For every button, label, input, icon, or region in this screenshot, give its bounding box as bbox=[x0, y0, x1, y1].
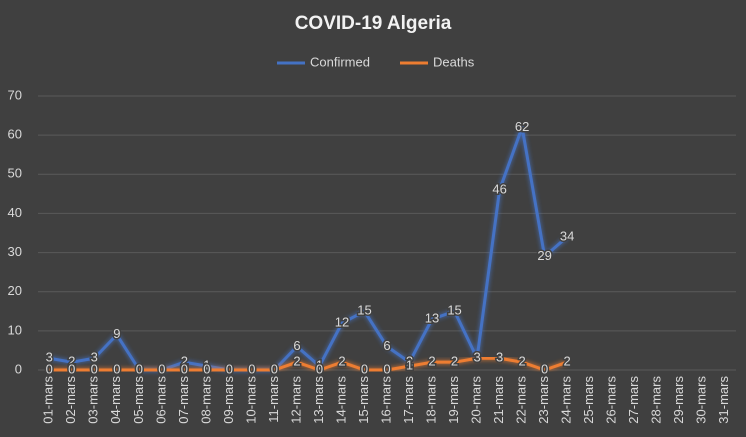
x-tick-label: 06-mars bbox=[153, 376, 168, 424]
data-label: 2 bbox=[518, 354, 525, 369]
x-tick-label: 23-mars bbox=[536, 376, 551, 424]
data-label: 0 bbox=[248, 361, 255, 376]
x-tick-label: 09-mars bbox=[221, 376, 236, 424]
data-label: 46 bbox=[492, 181, 506, 196]
series-line bbox=[49, 356, 568, 372]
y-tick-label: 70 bbox=[8, 87, 22, 102]
data-label: 2 bbox=[564, 354, 571, 369]
data-label: 1 bbox=[316, 358, 323, 373]
data-label: 2 bbox=[68, 354, 75, 369]
data-label: 0 bbox=[226, 361, 233, 376]
y-tick-label: 50 bbox=[8, 166, 22, 181]
y-tick-label: 60 bbox=[8, 127, 22, 142]
x-tick-label: 05-mars bbox=[131, 376, 146, 424]
data-label: 1 bbox=[406, 358, 413, 373]
y-tick-label: 0 bbox=[15, 361, 22, 376]
x-tick-label: 04-mars bbox=[108, 376, 123, 424]
x-tick-label: 13-mars bbox=[311, 376, 326, 424]
data-label: 15 bbox=[447, 303, 461, 318]
data-label: 0 bbox=[91, 361, 98, 376]
x-tick-label: 24-mars bbox=[559, 376, 574, 424]
data-label: 0 bbox=[158, 361, 165, 376]
data-label: 3 bbox=[46, 350, 53, 365]
data-label: 0 bbox=[383, 361, 390, 376]
y-tick-label: 10 bbox=[8, 322, 22, 337]
x-tick-label: 03-mars bbox=[86, 376, 101, 424]
data-label: 3 bbox=[473, 350, 480, 365]
x-tick-label: 02-mars bbox=[63, 376, 78, 424]
data-label: 0 bbox=[316, 361, 323, 376]
y-tick-label: 20 bbox=[8, 283, 22, 298]
y-tick-label: 40 bbox=[8, 205, 22, 220]
x-tick-label: 14-mars bbox=[333, 376, 348, 424]
data-label: 0 bbox=[181, 361, 188, 376]
data-label: 29 bbox=[537, 248, 551, 263]
x-tick-label: 07-mars bbox=[176, 376, 191, 424]
x-tick-label: 08-mars bbox=[198, 376, 213, 424]
data-label: 1 bbox=[203, 358, 210, 373]
data-label: 2 bbox=[293, 354, 300, 369]
data-label: 13 bbox=[425, 311, 439, 326]
data-label: 0 bbox=[46, 361, 53, 376]
x-tick-label: 16-mars bbox=[378, 376, 393, 424]
x-tick-label: 15-mars bbox=[356, 376, 371, 424]
data-label: 0 bbox=[158, 361, 165, 376]
x-tick-label: 12-mars bbox=[288, 376, 303, 424]
data-label: 0 bbox=[136, 361, 143, 376]
x-tick-label: 29-mars bbox=[671, 376, 686, 424]
x-tick-label: 11-mars bbox=[266, 376, 281, 423]
x-tick-label: 18-mars bbox=[423, 376, 438, 424]
x-tick-label: 19-mars bbox=[446, 376, 461, 424]
x-tick-label: 26-mars bbox=[604, 376, 619, 424]
data-label: 9 bbox=[113, 326, 120, 341]
legend-label: Confirmed bbox=[310, 54, 370, 69]
x-tick-label: 10-mars bbox=[243, 376, 258, 424]
x-tick-label: 21-mars bbox=[491, 376, 506, 424]
data-label: 0 bbox=[248, 361, 255, 376]
data-label: 2 bbox=[338, 354, 345, 369]
data-label: 2 bbox=[451, 354, 458, 369]
data-label: 0 bbox=[203, 361, 210, 376]
data-label: 15 bbox=[357, 303, 371, 318]
x-tick-label: 30-mars bbox=[694, 376, 709, 424]
data-label: 0 bbox=[68, 361, 75, 376]
x-tick-label: 22-mars bbox=[514, 376, 529, 424]
x-tick-label: 25-mars bbox=[581, 376, 596, 424]
x-tick-label: 01-mars bbox=[41, 376, 56, 424]
data-label: 62 bbox=[515, 119, 529, 134]
legend-label: Deaths bbox=[433, 54, 475, 69]
data-label: 34 bbox=[560, 228, 574, 243]
data-label: 0 bbox=[271, 361, 278, 376]
data-label: 0 bbox=[113, 361, 120, 376]
chart-title: COVID-19 Algeria bbox=[295, 13, 452, 34]
data-label: 3 bbox=[496, 350, 503, 365]
series-line bbox=[49, 125, 569, 372]
data-label: 2 bbox=[181, 354, 188, 369]
x-tick-label: 28-mars bbox=[649, 376, 664, 424]
data-label: 0 bbox=[541, 361, 548, 376]
x-tick-label: 27-mars bbox=[626, 376, 641, 424]
data-label: 0 bbox=[226, 361, 233, 376]
data-label: 6 bbox=[383, 338, 390, 353]
data-label: 6 bbox=[293, 338, 300, 353]
x-tick-label: 17-mars bbox=[401, 376, 416, 424]
y-tick-label: 30 bbox=[8, 244, 22, 259]
x-tick-label: 20-mars bbox=[469, 376, 484, 424]
data-label: 3 bbox=[91, 350, 98, 365]
x-tick-label: 31-mars bbox=[716, 376, 731, 424]
data-label: 0 bbox=[271, 361, 278, 376]
data-label: 2 bbox=[428, 354, 435, 369]
data-label: 0 bbox=[361, 361, 368, 376]
data-label: 3 bbox=[473, 350, 480, 365]
data-label: 0 bbox=[136, 361, 143, 376]
data-label: 12 bbox=[335, 314, 349, 329]
data-label: 2 bbox=[406, 354, 413, 369]
